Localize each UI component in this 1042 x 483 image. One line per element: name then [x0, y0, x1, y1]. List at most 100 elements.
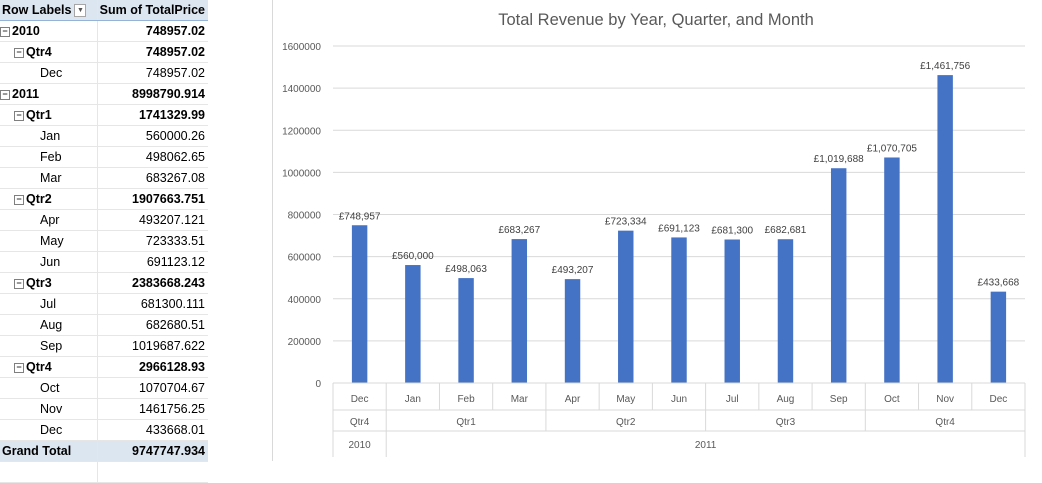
collapse-icon[interactable]: − — [14, 363, 24, 373]
data-label: £682,681 — [765, 225, 807, 236]
y-tick-label: 0 — [315, 379, 321, 390]
row-label-text: Jan — [40, 129, 61, 143]
collapse-icon[interactable]: − — [0, 27, 10, 37]
pivot-row-value: 1907663.751 — [97, 188, 208, 210]
quarter-label: Qtr1 — [456, 417, 476, 428]
row-label-text: Qtr3 — [26, 276, 52, 290]
data-label: £493,207 — [552, 265, 594, 276]
pivot-row[interactable]: Jun 691123.12 — [0, 251, 208, 273]
y-tick-label: 1600000 — [282, 42, 321, 53]
pivot-row-label: −2010 — [0, 20, 98, 42]
row-label-text: May — [40, 234, 64, 248]
row-label-text: Mar — [40, 171, 62, 185]
empty-row — [0, 461, 208, 483]
pivot-row[interactable]: May 723333.51 — [0, 230, 208, 252]
pivot-row[interactable]: Dec 748957.02 — [0, 62, 208, 84]
data-label: £433,668 — [978, 278, 1020, 289]
category-label: Dec — [989, 394, 1007, 405]
empty-cell[interactable] — [0, 461, 98, 483]
pivot-row-label: Nov — [0, 398, 98, 420]
category-label: Apr — [565, 394, 581, 405]
pivot-row-value: 560000.26 — [97, 125, 208, 147]
pivot-row-value: 2383668.243 — [97, 272, 208, 294]
row-labels-text: Row Labels — [2, 2, 72, 17]
row-label-text: Nov — [40, 402, 63, 416]
bar — [671, 237, 687, 383]
pivot-row[interactable]: − Qtr2 1907663.751 — [0, 188, 208, 210]
category-label: Feb — [457, 394, 475, 405]
bar — [777, 239, 794, 383]
collapse-icon[interactable]: − — [14, 195, 24, 205]
data-label: £683,267 — [498, 225, 540, 236]
pivot-row-label: Apr — [0, 209, 98, 231]
data-label: £498,063 — [445, 264, 487, 275]
collapse-icon[interactable]: − — [14, 111, 24, 121]
bar — [884, 157, 900, 383]
data-label: £691,123 — [658, 223, 700, 234]
pivot-row[interactable]: Oct 1070704.67 — [0, 377, 208, 399]
pivot-row[interactable]: Jul 681300.111 — [0, 293, 208, 315]
pivot-row[interactable]: − Qtr4 748957.02 — [0, 41, 208, 63]
bar — [618, 230, 634, 383]
empty-cell[interactable] — [97, 461, 208, 483]
y-tick-label: 800000 — [288, 211, 322, 222]
pivot-row-value: 691123.12 — [97, 251, 208, 273]
pivot-row[interactable]: −2011 8998790.914 — [0, 83, 208, 105]
pivot-row[interactable]: Apr 493207.121 — [0, 209, 208, 231]
pivot-row-value: 2966128.93 — [97, 356, 208, 378]
pivot-row-value: 1019687.622 — [97, 335, 208, 357]
pivot-row-label: Sep — [0, 335, 98, 357]
collapse-icon[interactable]: − — [14, 279, 24, 289]
pivot-row-value: 748957.02 — [97, 62, 208, 84]
pivot-row-label: Oct — [0, 377, 98, 399]
pivot-row-label: Jan — [0, 125, 98, 147]
quarter-label: Qtr4 — [350, 417, 370, 428]
row-label-text: Jul — [40, 297, 56, 311]
chart-area[interactable]: Total Revenue by Year, Quarter, and Mont… — [272, 0, 1042, 461]
quarter-label: Qtr3 — [776, 417, 796, 428]
y-tick-label: 600000 — [288, 253, 322, 264]
pivot-row[interactable]: Dec 433668.01 — [0, 419, 208, 441]
pivot-row-value: 433668.01 — [97, 419, 208, 441]
pivot-row[interactable]: Nov 1461756.25 — [0, 398, 208, 420]
pivot-row[interactable]: Mar 683267.08 — [0, 167, 208, 189]
row-label-text: 2010 — [12, 24, 40, 38]
pivot-row[interactable]: Feb 498062.65 — [0, 146, 208, 168]
pivot-row[interactable]: Sep 1019687.622 — [0, 335, 208, 357]
pivot-row-label: − Qtr3 — [0, 272, 98, 294]
grand-total-label: Grand Total — [0, 440, 98, 462]
pivot-row[interactable]: − Qtr3 2383668.243 — [0, 272, 208, 294]
row-label-text: Dec — [40, 66, 63, 80]
pivot-row-label: −2011 — [0, 83, 98, 105]
data-label: £1,461,756 — [920, 61, 970, 72]
collapse-icon[interactable]: − — [14, 48, 24, 58]
row-label-text: Feb — [40, 150, 62, 164]
pivot-row-label: − Qtr4 — [0, 41, 98, 63]
dropdown-arrow-icon[interactable]: ▼ — [74, 4, 87, 18]
pivot-row-value: 723333.51 — [97, 230, 208, 252]
sum-header: Sum of TotalPrice — [97, 0, 208, 21]
pivot-row-label: Feb — [0, 146, 98, 168]
category-label: Jul — [726, 394, 739, 405]
quarter-label: Qtr4 — [935, 417, 955, 428]
row-label-text: Aug — [40, 318, 63, 332]
bar — [458, 278, 474, 383]
pivot-row[interactable]: − Qtr1 1741329.99 — [0, 104, 208, 126]
pivot-row[interactable]: Jan 560000.26 — [0, 125, 208, 147]
grand-total-row[interactable]: Grand Total 9747747.934 — [0, 440, 208, 462]
pivot-row-label: Dec — [0, 62, 98, 84]
pivot-row[interactable]: −2010 748957.02 — [0, 20, 208, 42]
row-labels-header[interactable]: Row Labels ▼ — [0, 0, 98, 21]
y-tick-label: 1200000 — [282, 126, 321, 137]
pivot-row-value: 8998790.914 — [97, 83, 208, 105]
pivot-row[interactable]: − Qtr4 2966128.93 — [0, 356, 208, 378]
category-label: Dec — [351, 394, 369, 405]
pivot-row-value: 1070704.67 — [97, 377, 208, 399]
bar — [351, 225, 368, 383]
pivot-header-row: Row Labels ▼ Sum of TotalPrice — [0, 0, 208, 21]
pivot-row-label: Jul — [0, 293, 98, 315]
pivot-row-label: Dec — [0, 419, 98, 441]
pivot-row[interactable]: Aug 682680.51 — [0, 314, 208, 336]
collapse-icon[interactable]: − — [0, 90, 10, 100]
row-label-text: Qtr4 — [26, 360, 52, 374]
